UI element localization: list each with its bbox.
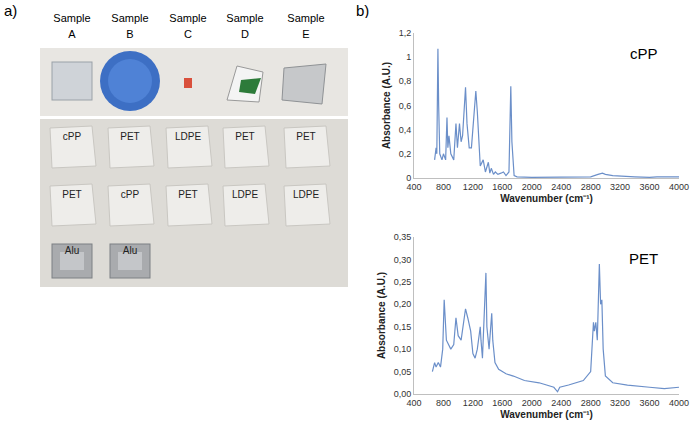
svg-text:0,30: 0,30 [394,255,412,265]
svg-text:E: E [302,28,309,40]
svg-text:Sample: Sample [287,12,324,24]
svg-text:800: 800 [436,182,451,192]
svg-text:LDPE: LDPE [232,189,258,200]
svg-text:cPP: cPP [121,189,140,200]
svg-text:3600: 3600 [640,182,660,192]
svg-text:PET: PET [629,250,658,267]
svg-text:PET: PET [296,131,315,142]
svg-text:Absorbance (A.U.): Absorbance (A.U.) [381,62,392,149]
html-text:b): b) [356,2,370,19]
svg-text:LDPE: LDPE [293,189,319,200]
svg-text:0,10: 0,10 [394,344,412,354]
svg-text:3600: 3600 [640,398,660,408]
svg-text:1: 1 [406,52,411,62]
svg-text:D: D [241,28,249,40]
svg-text:1,2: 1,2 [399,28,412,38]
svg-text:Alu: Alu [65,245,79,256]
svg-text:Alu: Alu [123,245,137,256]
svg-text:0,2: 0,2 [399,149,412,159]
svg-text:Wavenumber (cm⁻¹): Wavenumber (cm⁻¹) [500,193,593,204]
svg-text:2800: 2800 [581,398,601,408]
svg-text:PET: PET [62,189,81,200]
svg-text:3200: 3200 [610,182,630,192]
svg-text:B: B [126,28,133,40]
svg-text:0,8: 0,8 [399,76,412,86]
svg-text:Sample: Sample [53,12,90,24]
svg-text:PET: PET [178,189,197,200]
svg-text:A: A [68,28,76,40]
svg-text:0,4: 0,4 [399,125,412,135]
svg-text:Absorbance (A.U.): Absorbance (A.U.) [376,272,387,359]
svg-text:2000: 2000 [522,398,542,408]
svg-text:1600: 1600 [492,182,512,192]
svg-text:cPP: cPP [63,131,82,142]
svg-text:Wavenumber (cm⁻¹): Wavenumber (cm⁻¹) [500,409,593,420]
svg-text:a): a) [4,2,17,19]
svg-text:0,35: 0,35 [394,232,412,242]
svg-text:4000: 4000 [669,398,689,408]
svg-text:0,20: 0,20 [394,299,412,309]
svg-text:4000: 4000 [669,182,689,192]
svg-text:C: C [184,28,192,40]
svg-text:Sample: Sample [111,12,148,24]
svg-text:2400: 2400 [551,398,571,408]
svg-text:0,00: 0,00 [394,389,412,399]
svg-text:400: 400 [406,182,421,192]
svg-text:1200: 1200 [463,182,483,192]
svg-text:1600: 1600 [492,398,512,408]
svg-text:1200: 1200 [463,398,483,408]
svg-text:0,25: 0,25 [394,277,412,287]
svg-text:Sample: Sample [226,12,263,24]
svg-text:2800: 2800 [581,182,601,192]
svg-text:LDPE: LDPE [175,131,201,142]
svg-text:0,6: 0,6 [399,101,412,111]
svg-text:400: 400 [406,398,421,408]
svg-text:800: 800 [436,398,451,408]
svg-text:PET: PET [120,131,139,142]
svg-text:0,15: 0,15 [394,322,412,332]
svg-text:3200: 3200 [610,398,630,408]
svg-text:Sample: Sample [169,12,206,24]
svg-text:0,05: 0,05 [394,367,412,377]
svg-text:cPP: cPP [630,45,658,62]
svg-text:0: 0 [406,173,411,183]
svg-text:PET: PET [235,131,254,142]
svg-text:2400: 2400 [551,182,571,192]
svg-text:2000: 2000 [522,182,542,192]
